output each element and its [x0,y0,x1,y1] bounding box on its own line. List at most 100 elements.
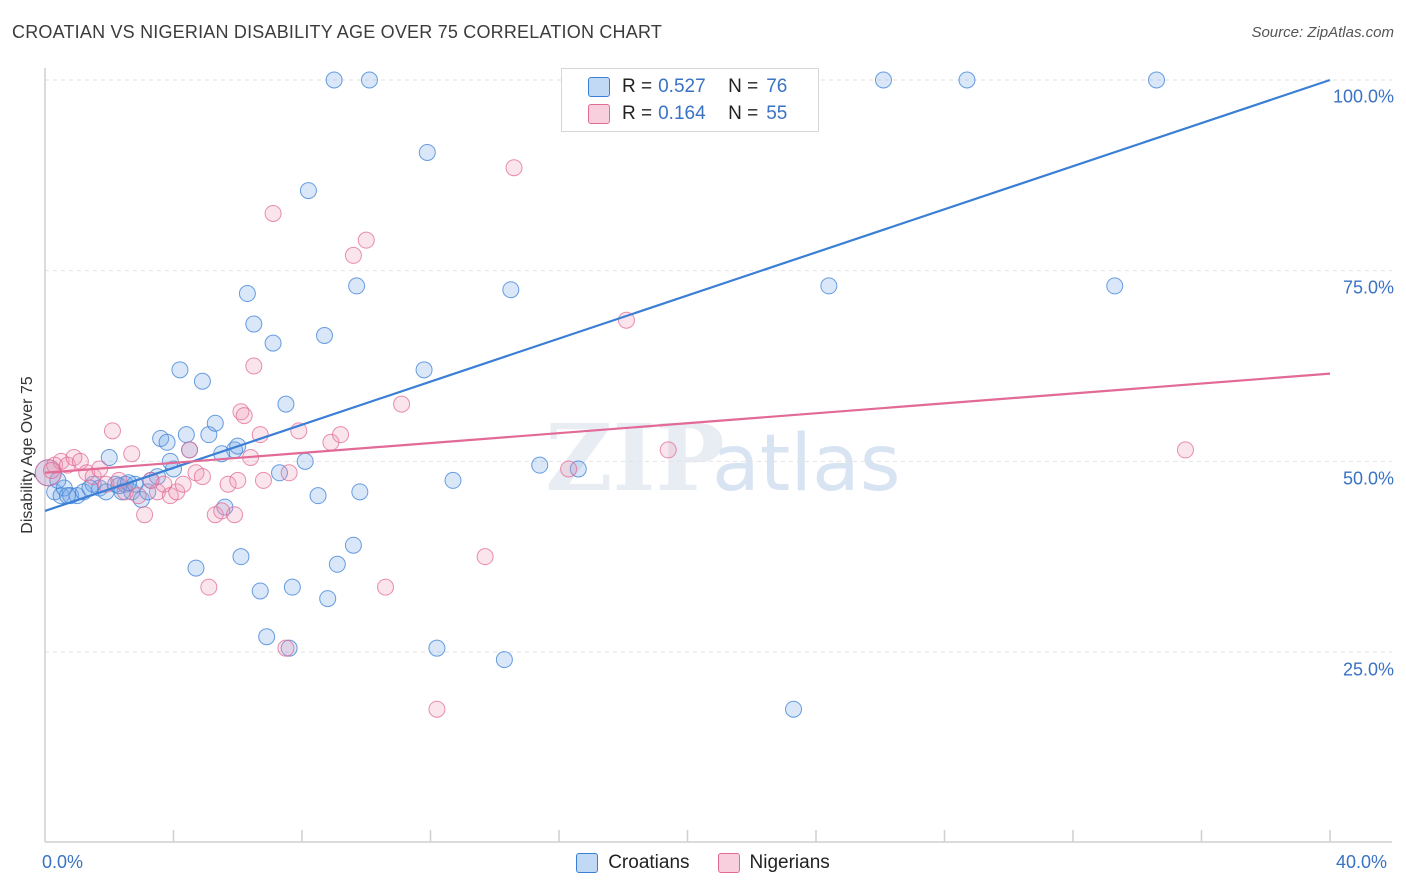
legend-label-croatians: Croatians [608,852,690,873]
croatians-point [415,361,433,379]
nigerians-point [332,426,350,444]
legend-n-label: N = [728,103,759,124]
croatians-point [277,395,295,413]
nigerians-point [103,422,121,440]
croatians-point [502,281,520,299]
legend-swatch-blue [588,77,610,97]
nigerians-point [229,471,247,489]
nigerians-point [344,246,362,264]
croatians-point [958,71,976,89]
croatians-point [428,639,446,657]
croatians-point [315,326,333,344]
legend-n-value: 76 [766,76,788,97]
croatians-point [874,71,892,89]
legend-r-value: 0.527 [658,76,706,97]
croatians-point [418,143,436,161]
legend-swatch-nigerians [717,853,740,873]
nigerians-point [42,461,60,479]
nigerians-point [245,357,263,375]
nigerians-point [393,395,411,413]
croatians-point [344,536,362,554]
nigerians-point [264,204,282,222]
croatians-point [569,460,587,478]
legend-r-value: 0.164 [658,103,706,124]
croatians-point [193,372,211,390]
nigerians-point [213,502,231,520]
croatians-point [785,700,803,718]
croatians-point [348,277,366,295]
nigerians-point [219,475,237,493]
croatians-point [319,590,337,608]
croatians-point [1148,71,1166,89]
legend-swatch-pink [588,104,610,124]
croatians-point [296,452,314,470]
croatians-point [271,464,289,482]
croatians-point [177,426,195,444]
legend-n-label: N = [728,76,759,97]
croatians-point [328,555,346,573]
legend-label-nigerians: Nigerians [749,852,830,873]
nigerians-point [193,468,211,486]
croatians-point [171,361,189,379]
legend-item-nigerians: Nigerians [717,852,830,874]
croatians-trend-line [44,78,1331,512]
legend-r-label: R = [622,103,653,124]
correlation-legend: R = 0.527 N = 76 R = 0.164 N = 55 [561,68,819,132]
nigerians-point [226,506,244,524]
nigerians-point [428,700,446,718]
nigerians-point [659,441,677,459]
watermark: ZIP [545,404,724,512]
x-tick-label-max: 40.0% [1336,852,1388,872]
croatians-point [444,471,462,489]
nigerians-point [560,460,578,478]
x-tick-label-min: 0.0% [42,852,84,872]
croatians-point [187,559,205,577]
legend-r-label: R = [622,76,653,97]
y-tick-label-75: 75.0% [1342,277,1394,298]
croatians-point [245,315,263,333]
y-tick-label-25: 25.0% [1342,659,1394,680]
nigerians-point [123,445,141,463]
nigerians-trend-line [44,372,1331,474]
croatians-point [100,449,118,467]
nigerians-point [357,231,375,249]
nigerians-point [181,441,199,459]
croatians-point [495,651,513,669]
nigerians-point [277,639,295,657]
chart-title: CROATIAN VS NIGERIAN DISABILITY AGE OVER… [12,22,663,42]
croatians-point [531,456,549,474]
nigerians-point [136,506,154,524]
croatians-point [299,182,317,200]
watermark-atlas: atlas [712,419,901,509]
nigerians-point [200,578,218,596]
nigerians-point [476,548,494,566]
croatians-point [232,548,250,566]
legend-row-nigerians: R = 0.164 N = 55 [588,102,787,126]
series-legend: Croatians Nigerians [0,852,1406,874]
croatians-point [158,433,176,451]
y-tick-label-50: 50.0% [1342,468,1394,489]
croatians-point [309,487,327,505]
croatians-point [360,71,378,89]
croatians-point [351,483,369,501]
nigerians-point [1176,441,1194,459]
croatians-point [258,628,276,646]
croatians-point [206,414,224,432]
legend-item-croatians: Croatians [576,852,690,874]
nigerians-point [251,426,269,444]
croatians-point [1106,277,1124,295]
nigerians-point [129,487,147,505]
legend-swatch-croatians [576,853,599,873]
croatians-point [251,582,269,600]
croatians-point [325,71,343,89]
y-tick-label-100: 100.0% [1332,86,1394,107]
legend-row-croatians: R = 0.527 N = 76 [588,75,787,99]
nigerians-point [235,407,253,425]
croatians-point [283,578,301,596]
nigerians-point [280,464,298,482]
nigerians-point [505,159,523,177]
legend-n-value: 55 [766,103,788,124]
croatians-point [820,277,838,295]
nigerians-point [377,578,395,596]
